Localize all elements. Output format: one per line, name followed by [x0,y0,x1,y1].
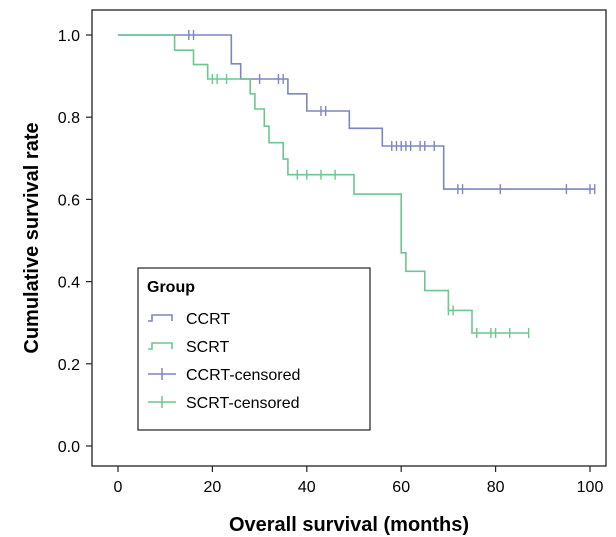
y-axis-title: Cumulative survival rate [21,122,43,353]
x-tick-label: 60 [392,479,410,496]
x-tick-label: 20 [204,479,222,496]
censor-layer [188,30,596,338]
series-line-scrt [118,34,529,334]
legend: Group CCRT SCRT CCRT-censored SCRT-censored [137,267,371,431]
x-axis-title: Overall survival (months) [229,514,469,536]
x-tick-label: 40 [298,479,316,496]
legend-box [137,267,371,431]
x-tick-label: 100 [577,479,604,496]
x-tick-label: 0 [114,479,123,496]
x-axis-ticks: 0 20 40 60 80 100 [114,466,604,496]
y-axis-ticks: 0.0 0.2 0.4 0.6 0.8 1.0 [58,28,92,456]
legend-swatch [148,342,173,350]
x-tick-label: 80 [487,479,505,496]
y-tick-label: 0.2 [58,357,80,374]
legend-entry-label: SCRT [186,339,229,356]
series-line-ccrt [118,34,595,190]
legend-entry-label: SCRT-censored [186,395,300,412]
plot-frame [91,9,607,467]
legend-entry-label: CCRT-censored [186,367,300,384]
legend-swatch [148,314,173,322]
plot-area [91,9,607,467]
legend-title: Group [147,279,195,296]
legend-entries: CCRT SCRT CCRT-censored SCRT-censored [148,311,300,412]
y-tick-label: 0.6 [58,192,80,209]
y-tick-label: 0.8 [58,110,80,127]
y-tick-label: 0.4 [58,275,80,292]
y-tick-label: 0.0 [58,439,80,456]
series-layer [118,34,595,334]
y-tick-label: 1.0 [58,28,80,45]
legend-entry-label: CCRT [186,311,230,328]
